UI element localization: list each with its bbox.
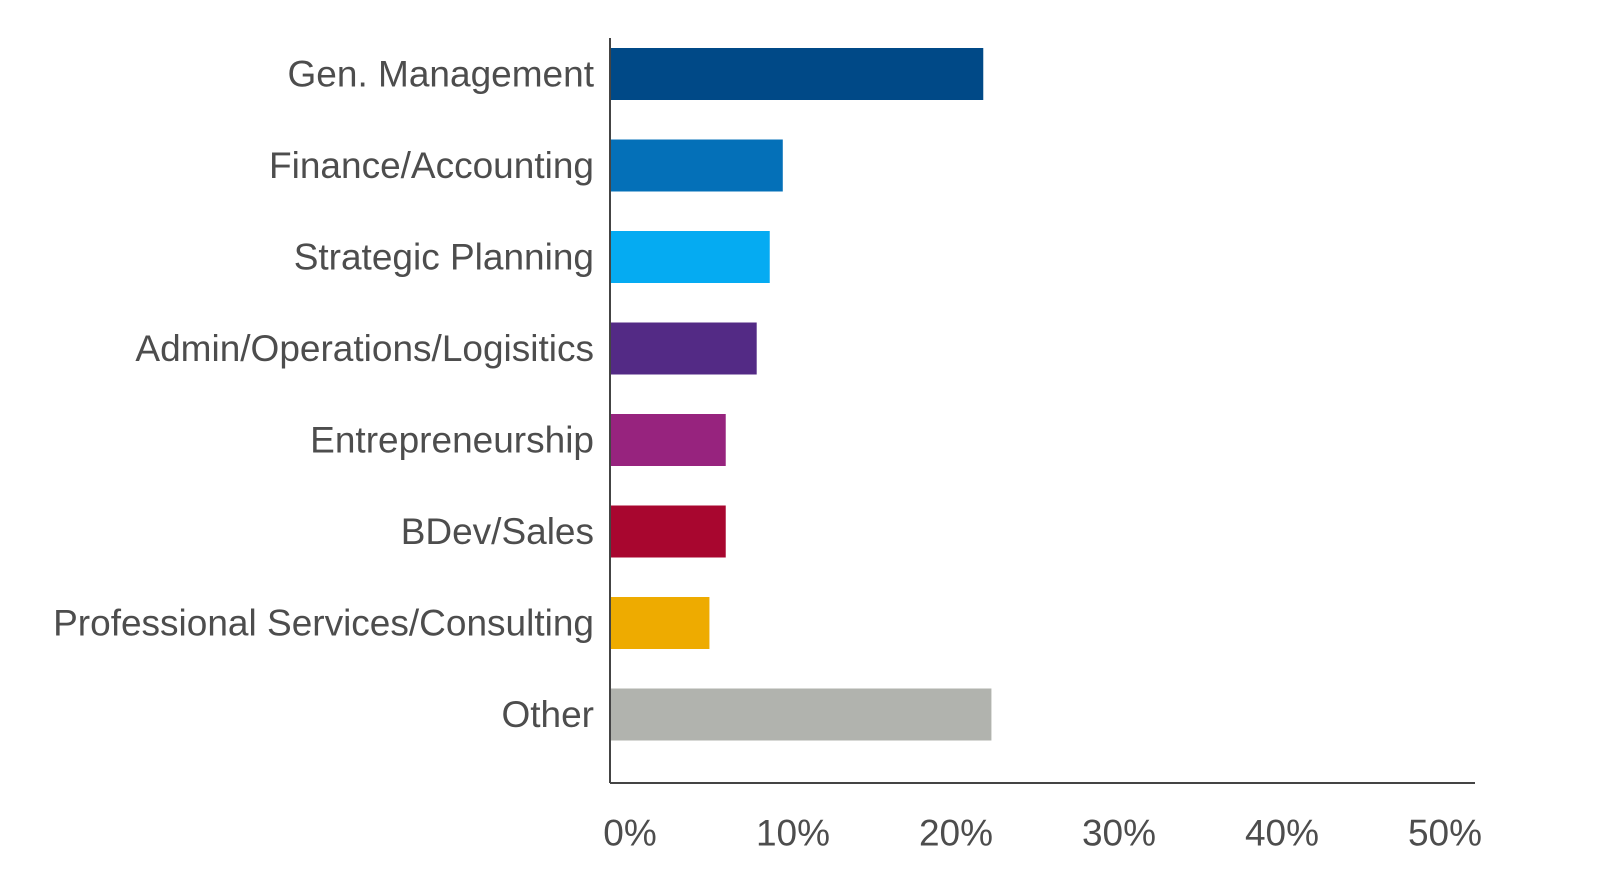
x-tick-label-20: 20% bbox=[919, 813, 993, 854]
x-tick-label-50: 50% bbox=[1408, 813, 1482, 854]
bar-admin-operations-logisitics bbox=[610, 322, 757, 375]
bar-professional-services-consulting bbox=[610, 597, 710, 649]
x-tick-label-0: 0% bbox=[603, 813, 656, 854]
x-tick-labels: 0% 10% 20% 30% 40% 50% bbox=[603, 813, 1482, 854]
bars-layer bbox=[610, 48, 992, 741]
x-tick-label-40: 40% bbox=[1245, 813, 1319, 854]
category-labels: Gen. Management Finance/Accounting Strateg… bbox=[53, 54, 595, 736]
bar-other bbox=[610, 688, 992, 741]
bar-entrepreneurship bbox=[610, 414, 726, 466]
category-label-bdev-sales: BDev/Sales bbox=[401, 511, 594, 552]
category-label-other: Other bbox=[501, 694, 594, 735]
bar-strategic-planning bbox=[610, 231, 770, 283]
category-label-entrepreneurship: Entrepreneurship bbox=[310, 420, 594, 461]
x-tick-label-30: 30% bbox=[1082, 813, 1156, 854]
category-label-professional-services-consulting: Professional Services/Consulting bbox=[53, 603, 594, 644]
bar-gen-management bbox=[610, 48, 984, 100]
x-tick-label-10: 10% bbox=[756, 813, 830, 854]
bar-bdev-sales bbox=[610, 505, 726, 558]
category-label-gen-management: Gen. Management bbox=[288, 54, 595, 95]
bar-finance-accounting bbox=[610, 139, 783, 192]
category-label-strategic-planning: Strategic Planning bbox=[294, 237, 594, 278]
category-label-admin-operations-logisitics: Admin/Operations/Logisitics bbox=[135, 328, 594, 369]
category-label-finance-accounting: Finance/Accounting bbox=[269, 145, 594, 186]
